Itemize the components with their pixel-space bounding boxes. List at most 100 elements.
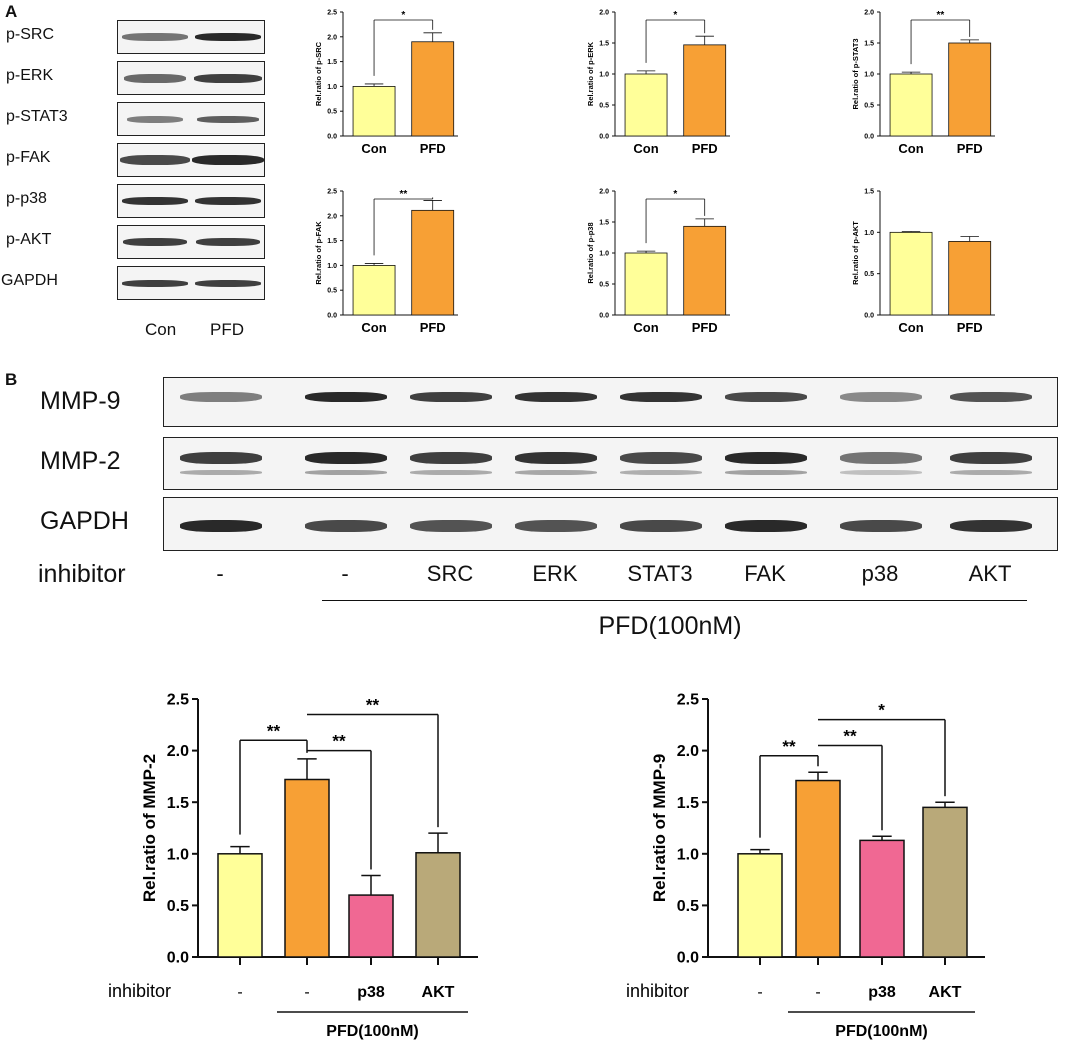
y-tick-label: 0.0	[167, 950, 189, 967]
sig-label: **	[936, 10, 944, 21]
band	[124, 73, 186, 83]
blot-b-row-mmp-2	[163, 437, 1058, 490]
y-tick-label: 0.5	[677, 898, 699, 915]
blot-a-lane-pfd: PFD	[210, 320, 244, 339]
y-axis-label: Rel.ratio of p-FAK	[314, 221, 323, 285]
y-axis-label: Rel.ratio of p-STAT3	[851, 39, 860, 110]
blot-b-treatment-label: PFD(100nM)	[598, 612, 742, 640]
chart-p-erk: 0.0 0.5 1.0 1.5 2.0 Rel.ratio of p-ERK Con PFD *	[586, 9, 730, 156]
bar	[352, 265, 396, 316]
sig-label: **	[399, 189, 407, 200]
band	[195, 197, 261, 205]
sig-label: *	[673, 189, 677, 200]
bar	[859, 839, 905, 958]
band	[515, 470, 597, 475]
y-tick-label: 0.5	[327, 288, 337, 295]
y-tick-label: 0.0	[327, 133, 337, 140]
blot-b-label-mmp-9: MMP-9	[40, 387, 121, 415]
y-tick-label: 1.5	[864, 40, 874, 47]
band	[725, 392, 807, 402]
band	[840, 520, 922, 532]
y-tick-label: 1.5	[599, 40, 609, 47]
blot-b-lane-label: AKT	[968, 561, 1012, 586]
sig-label: **	[366, 695, 380, 714]
bar	[415, 852, 461, 958]
y-tick-label: 1.5	[327, 238, 337, 245]
y-tick-label: 1.5	[327, 59, 337, 66]
y-tick-label: 1.0	[864, 230, 874, 237]
bar	[624, 252, 668, 316]
bar	[348, 894, 394, 958]
band	[197, 115, 259, 123]
band	[195, 279, 261, 287]
bar	[683, 44, 727, 137]
band	[127, 115, 183, 123]
sig-label: *	[673, 10, 677, 21]
band	[725, 452, 807, 464]
band	[120, 155, 190, 165]
y-tick-label: 0.0	[677, 950, 699, 967]
band	[180, 470, 262, 475]
chart-mmp-2: 0.0 0.5 1.0 1.5 2.0 2.5 Rel.ratio of MMP-2 - - p3…	[108, 692, 478, 1040]
bar	[948, 42, 992, 137]
bar	[284, 778, 330, 958]
category-label: PFD	[957, 320, 983, 335]
blot-b-lane-label: SRC	[426, 561, 474, 586]
category-label: PFD	[692, 320, 718, 335]
band	[620, 470, 702, 475]
category-label: AKT	[422, 984, 455, 1001]
y-tick-label: 1.5	[599, 219, 609, 226]
sig-label: **	[332, 732, 346, 751]
blot-b-inhibitor-label: inhibitor	[38, 560, 126, 588]
y-tick-label: 1.5	[864, 188, 874, 195]
band	[410, 470, 492, 475]
y-tick-label: 1.5	[677, 795, 699, 812]
band	[305, 520, 387, 532]
chart-p-p38: 0.0 0.5 1.0 1.5 2.0 Rel.ratio of p-p38 Con PFD *	[586, 188, 730, 335]
y-tick-label: 1.0	[327, 263, 337, 270]
blot-a-row-p-erk	[117, 61, 265, 95]
bar	[352, 86, 396, 137]
y-axis-label: Rel.ratio of MMP-9	[650, 754, 669, 902]
y-tick-label: 0.5	[864, 271, 874, 278]
blot-b-lane-label: ERK	[532, 561, 578, 586]
blot-a-label-p-p38: p-p38	[6, 190, 47, 207]
sig-label: **	[267, 721, 281, 740]
blot-a-label-p-stat3: p-STAT3	[6, 108, 68, 125]
group-label: PFD(100nM)	[835, 1023, 927, 1040]
y-axis-label: Rel.ratio of p-AKT	[851, 221, 860, 285]
inhibitor-label: inhibitor	[108, 981, 171, 1001]
category-label: AKT	[929, 984, 962, 1001]
y-tick-label: 1.0	[599, 250, 609, 257]
category-label: p38	[868, 984, 896, 1001]
sig-label: **	[843, 726, 857, 745]
band	[515, 520, 597, 532]
y-tick-label: 2.0	[167, 743, 189, 760]
category-label: PFD	[692, 141, 718, 156]
band	[180, 392, 262, 402]
y-tick-label: 0.0	[864, 133, 874, 140]
blot-a-label-p-src: p-SRC	[6, 26, 55, 43]
category-label: PFD	[420, 320, 446, 335]
blot-b-lane-label: -	[341, 561, 349, 586]
inhibitor-label: inhibitor	[626, 981, 689, 1001]
blot-a-label-p-fak: p-FAK	[6, 149, 51, 166]
bar	[217, 853, 263, 958]
y-axis-label: Rel.ratio of p-ERK	[586, 41, 595, 106]
band	[122, 279, 188, 287]
y-tick-label: 0.5	[599, 102, 609, 109]
panel-letter-a: A	[5, 2, 18, 21]
y-tick-label: 1.0	[599, 71, 609, 78]
treatment-line	[322, 600, 1027, 601]
bar	[922, 806, 968, 958]
sig-label: *	[401, 10, 405, 21]
group-label: PFD(100nM)	[326, 1023, 418, 1040]
category-label: Con	[633, 320, 658, 335]
band	[410, 392, 492, 402]
band	[725, 520, 807, 532]
y-tick-label: 0.0	[327, 312, 337, 319]
blot-a-row-p-p38	[117, 184, 265, 218]
category-label: -	[815, 984, 820, 1001]
y-tick-label: 0.0	[599, 312, 609, 319]
chart-p-fak: 0.0 0.5 1.0 1.5 2.0 2.5 Rel.ratio of p-FAK Con P…	[314, 188, 458, 335]
